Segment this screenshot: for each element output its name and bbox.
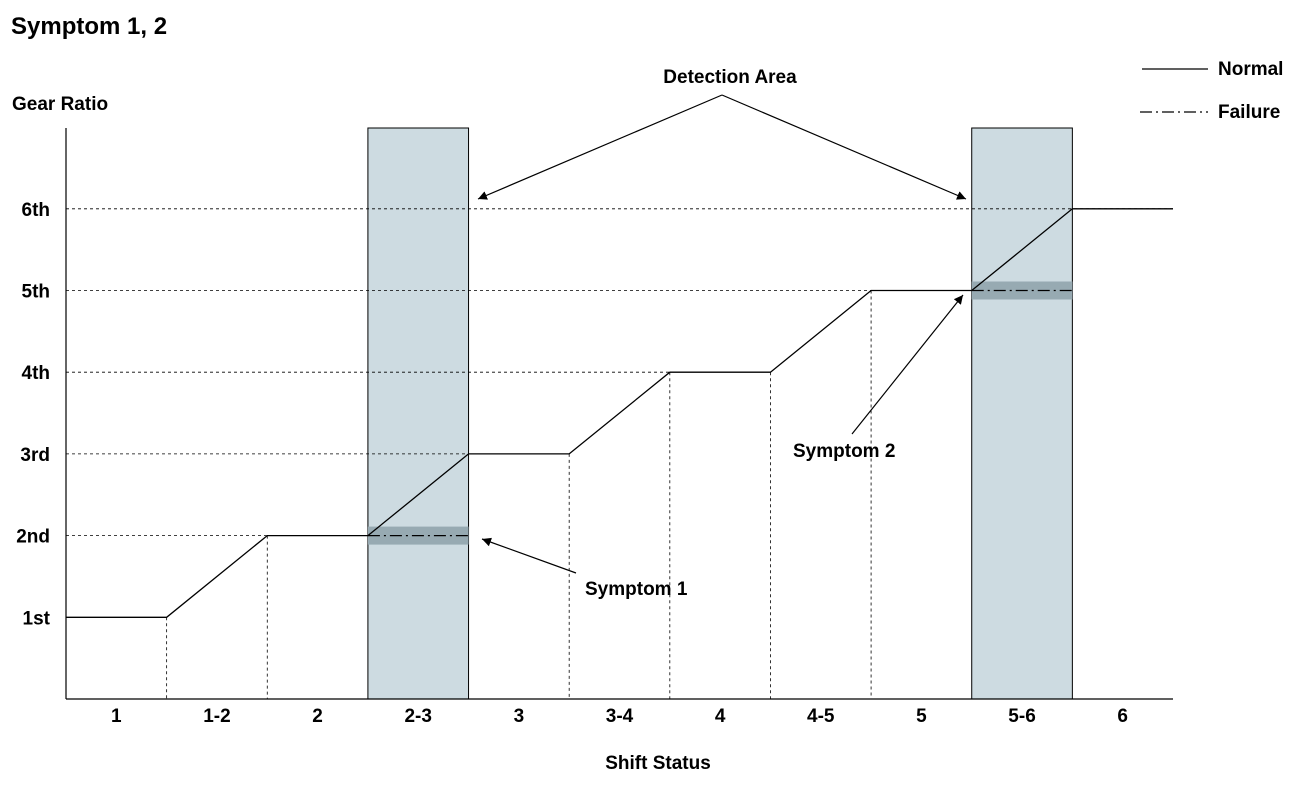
gridlines	[66, 208, 1173, 699]
y-tick-label: 4th	[22, 363, 51, 384]
legend-normal-label: Normal	[1218, 59, 1283, 80]
symptom-2-label: Symptom 2	[793, 441, 895, 462]
x-tick-label: 5-6	[1008, 706, 1035, 727]
tick-labels: 1st 2nd 3rd 4th 5th 6th 1 1-2 2 2-3 3 3-4 4 4-5 5 5-6 6	[16, 200, 1128, 727]
normal-series-line	[66, 208, 1173, 618]
legend: Normal Failure	[1140, 59, 1283, 123]
x-tick-label: 4	[715, 706, 726, 727]
symptom-2-arrow	[851, 294, 964, 435]
x-tick-label: 1	[111, 706, 122, 727]
y-tick-label: 6th	[22, 200, 51, 221]
detection-arrow-right	[721, 94, 967, 200]
detection-areas	[367, 127, 1073, 700]
y-axis-label: Gear Ratio	[12, 94, 108, 115]
detection-area-arrows	[477, 94, 967, 200]
x-tick-label: 1-2	[203, 706, 230, 727]
y-tick-label: 2nd	[16, 527, 50, 548]
detection-area-label: Detection Area	[663, 67, 797, 88]
x-tick-label: 3-4	[606, 706, 634, 727]
page-title: Symptom 1, 2	[11, 13, 167, 40]
x-axis-label: Shift Status	[605, 753, 711, 774]
detection-area-5-6	[971, 127, 1073, 700]
symptom-1-label: Symptom 1	[585, 579, 688, 600]
y-tick-label: 1st	[23, 608, 51, 629]
y-tick-label: 3rd	[20, 445, 50, 466]
x-tick-label: 5	[916, 706, 927, 727]
y-tick-label: 5th	[22, 282, 51, 303]
x-tick-label: 2	[312, 706, 323, 727]
x-tick-label: 3	[514, 706, 525, 727]
x-tick-label: 2-3	[404, 706, 431, 727]
legend-failure-label: Failure	[1218, 102, 1280, 123]
series	[66, 208, 1173, 618]
x-tick-label: 4-5	[807, 706, 835, 727]
symptom-1-arrow	[481, 537, 577, 574]
axes	[65, 128, 1173, 700]
detection-arrow-left	[477, 94, 723, 200]
detection-area-2-3	[367, 127, 470, 700]
x-tick-label: 6	[1117, 706, 1128, 727]
